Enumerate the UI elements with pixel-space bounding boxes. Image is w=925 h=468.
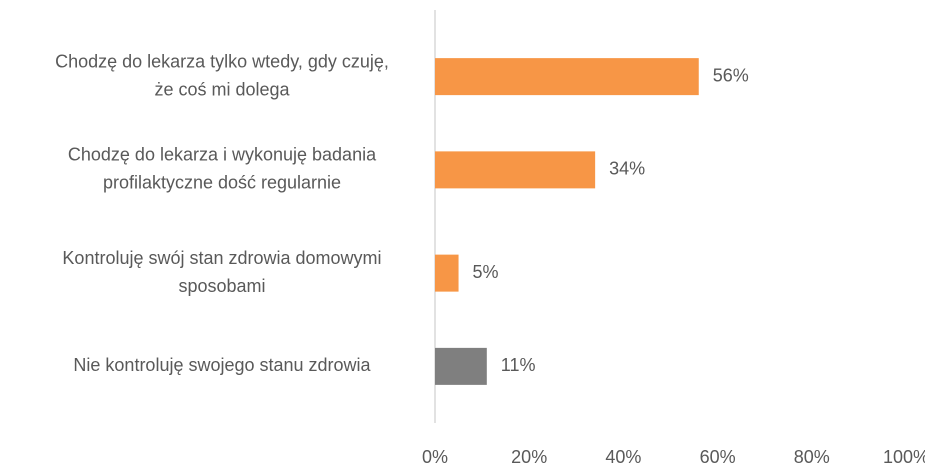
x-tick-label: 0% — [422, 447, 448, 467]
x-tick-label: 20% — [511, 447, 547, 467]
value-label: 34% — [609, 159, 645, 179]
category-label: Kontroluję swój stan zdrowia domowymi — [62, 248, 381, 268]
category-label: Chodzę do lekarza i wykonuję badania — [68, 145, 377, 165]
category-label: sposobami — [178, 276, 265, 296]
x-tick-label: 40% — [605, 447, 641, 467]
x-tick-label: 100% — [883, 447, 925, 467]
category-label: Nie kontroluję swojego stanu zdrowia — [73, 355, 371, 375]
bar — [435, 58, 699, 96]
value-label: 56% — [713, 65, 749, 85]
bar — [435, 151, 596, 189]
category-label: profilaktyczne dość regularnie — [103, 173, 341, 193]
category-label: że coś mi dolega — [154, 79, 290, 99]
value-label: 11% — [501, 355, 536, 375]
category-label: Chodzę do lekarza tylko wtedy, gdy czuję… — [55, 51, 389, 71]
value-label: 5% — [473, 262, 499, 282]
x-tick-label: 80% — [794, 447, 830, 467]
bar — [435, 254, 459, 292]
x-tick-label: 60% — [700, 447, 736, 467]
bar — [435, 347, 487, 385]
